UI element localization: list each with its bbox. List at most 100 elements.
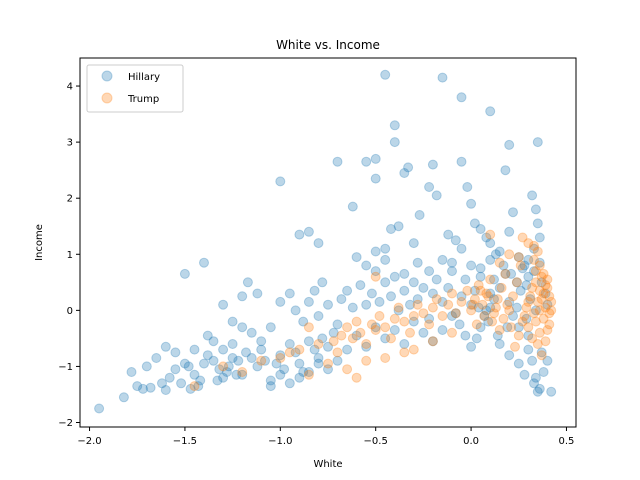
point-hillary — [242, 277, 253, 288]
y-tick-label: −2 — [58, 418, 73, 429]
point-hillary — [202, 330, 213, 341]
point-hillary — [370, 246, 381, 257]
point-hillary — [294, 372, 305, 383]
point-hillary — [529, 243, 539, 254]
point-trump — [536, 271, 547, 282]
point-hillary — [380, 333, 391, 344]
point-trump — [544, 319, 555, 330]
point-hillary — [237, 322, 248, 333]
point-trump — [332, 347, 343, 358]
point-hillary — [170, 347, 181, 358]
point-hillary — [351, 330, 362, 341]
point-trump — [523, 238, 534, 249]
point-hillary — [513, 322, 524, 333]
point-hillary — [485, 302, 496, 313]
point-trump — [536, 350, 547, 361]
point-hillary — [530, 372, 541, 383]
point-hillary — [412, 294, 423, 305]
point-hillary — [332, 156, 343, 167]
point-hillary — [237, 291, 248, 302]
point-trump — [189, 381, 200, 392]
point-hillary — [485, 106, 496, 117]
point-hillary — [475, 322, 486, 333]
point-hillary — [275, 176, 286, 187]
point-trump — [424, 319, 435, 330]
point-trump — [546, 305, 557, 316]
point-hillary — [145, 382, 156, 393]
point-trump — [534, 260, 545, 271]
point-trump — [351, 372, 362, 383]
point-trump — [485, 229, 496, 240]
point-trump — [380, 322, 391, 333]
point-hillary — [427, 288, 438, 299]
point-hillary — [313, 238, 324, 249]
x-tick-label: −1.5 — [173, 436, 197, 447]
point-hillary — [313, 353, 324, 363]
point-trump — [494, 325, 505, 335]
point-trump — [517, 316, 528, 327]
point-hillary — [214, 364, 225, 375]
point-trump — [500, 268, 511, 279]
point-trump — [386, 333, 396, 344]
point-hillary — [530, 305, 541, 316]
point-hillary — [389, 325, 400, 335]
y-tick-label: 4 — [67, 82, 73, 93]
point-trump — [532, 296, 543, 307]
point-hillary — [536, 347, 547, 358]
point-hillary — [485, 288, 496, 299]
point-hillary — [431, 274, 442, 285]
x-tick-label: 0.5 — [559, 436, 575, 447]
point-trump — [479, 311, 490, 321]
point-trump — [519, 311, 530, 321]
point-trump — [510, 341, 520, 352]
point-hillary — [489, 274, 499, 285]
point-hillary — [389, 137, 400, 148]
point-trump — [538, 313, 549, 324]
point-hillary — [393, 305, 404, 316]
y-tick-label: 2 — [67, 194, 73, 205]
point-hillary — [460, 330, 471, 341]
point-hillary — [231, 369, 242, 380]
point-hillary — [309, 344, 320, 355]
point-hillary — [399, 285, 410, 296]
point-trump — [405, 327, 415, 338]
point-hillary — [176, 378, 187, 389]
point-hillary — [437, 254, 448, 265]
point-trump — [323, 358, 333, 369]
point-trump — [502, 299, 513, 310]
point-hillary — [328, 327, 339, 338]
point-trump — [525, 291, 536, 302]
point-hillary — [500, 268, 511, 279]
point-trump — [508, 291, 518, 302]
point-hillary — [538, 367, 549, 377]
point-hillary — [462, 182, 473, 192]
point-hillary — [494, 339, 505, 349]
point-trump — [527, 333, 538, 344]
point-hillary — [532, 137, 543, 148]
point-hillary — [481, 232, 492, 243]
plot-area-frame — [79, 57, 577, 428]
point-hillary — [466, 198, 477, 209]
point-hillary — [361, 341, 372, 352]
x-tick-label: 0.0 — [463, 436, 479, 447]
point-trump — [490, 302, 501, 313]
point-trump — [450, 308, 461, 319]
point-trump — [466, 305, 477, 316]
point-trump — [483, 291, 494, 302]
point-hillary — [279, 364, 290, 375]
point-hillary — [256, 336, 267, 347]
point-trump — [542, 274, 553, 285]
point-trump — [532, 339, 543, 349]
point-trump — [256, 355, 267, 366]
point-hillary — [317, 277, 328, 288]
point-hillary — [529, 266, 539, 277]
point-hillary — [332, 319, 343, 330]
point-hillary — [508, 207, 518, 218]
point-trump — [303, 322, 314, 333]
point-hillary — [370, 322, 381, 333]
point-trump — [351, 316, 362, 327]
point-trump — [303, 369, 314, 380]
point-trump — [540, 280, 551, 291]
point-hillary — [466, 260, 477, 271]
point-trump — [529, 254, 539, 265]
